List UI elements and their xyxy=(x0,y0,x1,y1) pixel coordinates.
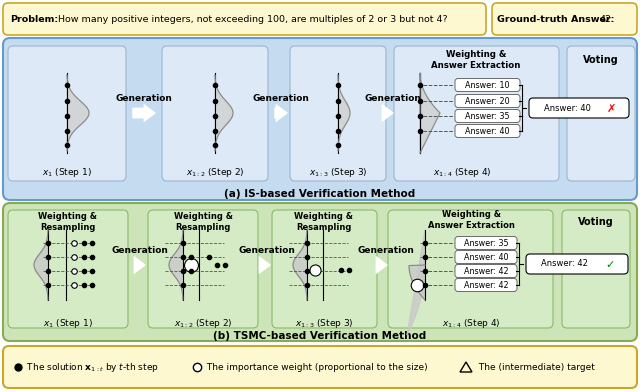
Text: Problem:: Problem: xyxy=(10,15,58,24)
Polygon shape xyxy=(420,73,440,153)
FancyBboxPatch shape xyxy=(455,265,517,278)
FancyBboxPatch shape xyxy=(455,125,520,138)
Text: Generation: Generation xyxy=(238,245,295,254)
FancyBboxPatch shape xyxy=(455,278,517,292)
FancyBboxPatch shape xyxy=(3,3,486,35)
FancyArrowPatch shape xyxy=(275,105,287,122)
FancyBboxPatch shape xyxy=(3,203,637,341)
Text: $x_1$ (Step 1): $x_1$ (Step 1) xyxy=(43,316,93,330)
FancyBboxPatch shape xyxy=(3,346,637,388)
Text: Weighting &
Resampling: Weighting & Resampling xyxy=(38,212,97,232)
FancyBboxPatch shape xyxy=(388,210,553,328)
Text: $x_{1:2}$ (Step 2): $x_{1:2}$ (Step 2) xyxy=(173,316,232,330)
Text: Answer: 42: Answer: 42 xyxy=(464,281,508,290)
Text: Generation: Generation xyxy=(253,94,309,102)
Polygon shape xyxy=(407,230,425,335)
FancyArrowPatch shape xyxy=(259,257,270,273)
FancyArrowPatch shape xyxy=(134,257,145,273)
Text: $x_{1:3}$ (Step 3): $x_{1:3}$ (Step 3) xyxy=(308,165,367,178)
Text: The importance weight (proportional to the size): The importance weight (proportional to t… xyxy=(204,363,428,372)
Text: Answer: 42: Answer: 42 xyxy=(464,267,508,276)
Polygon shape xyxy=(409,265,425,300)
Text: (a) IS-based Verification Method: (a) IS-based Verification Method xyxy=(225,189,415,199)
Text: Generation: Generation xyxy=(116,94,172,102)
Text: Answer: 42: Answer: 42 xyxy=(541,260,588,269)
FancyArrowPatch shape xyxy=(132,105,156,122)
Text: Answer: 35: Answer: 35 xyxy=(464,238,508,247)
Text: Generation: Generation xyxy=(365,94,421,102)
Text: Weighting &
Answer Extraction: Weighting & Answer Extraction xyxy=(431,50,521,71)
FancyBboxPatch shape xyxy=(526,254,628,274)
Polygon shape xyxy=(169,230,183,300)
FancyBboxPatch shape xyxy=(455,109,520,123)
FancyBboxPatch shape xyxy=(272,210,377,328)
Text: (b) TSMC-based Verification Method: (b) TSMC-based Verification Method xyxy=(213,331,427,341)
Text: $x_1$ (Step 1): $x_1$ (Step 1) xyxy=(42,165,92,178)
Text: Voting: Voting xyxy=(583,55,619,65)
Text: Answer: 40: Answer: 40 xyxy=(543,103,591,113)
FancyBboxPatch shape xyxy=(394,46,559,181)
FancyBboxPatch shape xyxy=(562,210,630,328)
Text: Weighting &
Resampling: Weighting & Resampling xyxy=(173,212,232,232)
Polygon shape xyxy=(34,230,48,300)
FancyBboxPatch shape xyxy=(8,46,126,181)
Text: Generation: Generation xyxy=(358,245,415,254)
Text: Ground-truth Answer:: Ground-truth Answer: xyxy=(497,15,614,24)
Text: How many positive integers, not exceeding 100, are multiples of 2 or 3 but not 4: How many positive integers, not exceedin… xyxy=(58,15,447,24)
Text: 42: 42 xyxy=(600,15,612,24)
Text: Voting: Voting xyxy=(578,217,614,227)
Text: $x_{1:3}$ (Step 3): $x_{1:3}$ (Step 3) xyxy=(294,316,353,330)
FancyArrowPatch shape xyxy=(376,257,387,273)
Text: Answer: 10: Answer: 10 xyxy=(465,80,509,89)
FancyBboxPatch shape xyxy=(290,46,386,181)
Text: The solution $\mathbf{x}_{1:t}$ by $t$-th step: The solution $\mathbf{x}_{1:t}$ by $t$-t… xyxy=(24,361,159,374)
FancyBboxPatch shape xyxy=(455,94,520,107)
Polygon shape xyxy=(293,230,307,300)
Text: Weighting &
Resampling: Weighting & Resampling xyxy=(294,212,353,232)
FancyBboxPatch shape xyxy=(455,236,517,249)
FancyBboxPatch shape xyxy=(148,210,258,328)
Text: Weighting &
Answer Extraction: Weighting & Answer Extraction xyxy=(428,210,515,230)
Text: Answer: 35: Answer: 35 xyxy=(465,111,510,120)
Text: $x_{1:4}$ (Step 4): $x_{1:4}$ (Step 4) xyxy=(433,165,492,178)
Text: ✓: ✓ xyxy=(605,260,614,270)
Polygon shape xyxy=(67,75,89,151)
Text: Answer: 40: Answer: 40 xyxy=(464,252,508,261)
Text: The (intermediate) target: The (intermediate) target xyxy=(476,363,595,372)
Text: $x_{1:4}$ (Step 4): $x_{1:4}$ (Step 4) xyxy=(442,316,500,330)
Text: Answer: 20: Answer: 20 xyxy=(465,96,510,105)
FancyBboxPatch shape xyxy=(492,3,637,35)
FancyBboxPatch shape xyxy=(567,46,635,181)
Polygon shape xyxy=(215,75,233,151)
FancyBboxPatch shape xyxy=(529,98,629,118)
FancyBboxPatch shape xyxy=(455,78,520,91)
Text: Answer: 40: Answer: 40 xyxy=(465,127,509,136)
FancyBboxPatch shape xyxy=(3,38,637,200)
FancyBboxPatch shape xyxy=(8,210,128,328)
FancyArrowPatch shape xyxy=(382,105,393,122)
Text: Generation: Generation xyxy=(111,245,168,254)
Text: $x_{1:2}$ (Step 2): $x_{1:2}$ (Step 2) xyxy=(186,165,244,178)
Polygon shape xyxy=(338,75,350,151)
FancyBboxPatch shape xyxy=(162,46,268,181)
FancyBboxPatch shape xyxy=(455,250,517,263)
Text: ✗: ✗ xyxy=(606,104,616,114)
